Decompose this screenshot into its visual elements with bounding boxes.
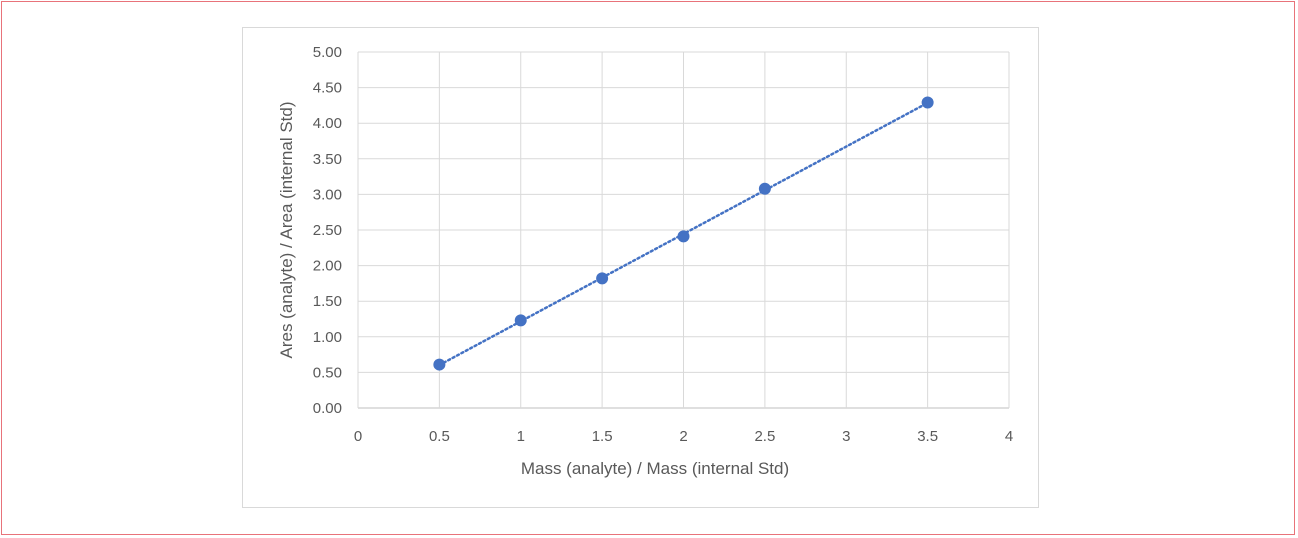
x-axis-title: Mass (analyte) / Mass (internal Std) xyxy=(521,459,789,478)
data-point xyxy=(921,96,934,109)
x-tick-label: 2.5 xyxy=(754,428,775,445)
tick-labels: 0.000.501.001.502.002.503.003.504.004.50… xyxy=(313,44,1013,445)
y-tick-label: 1.00 xyxy=(313,329,342,346)
y-tick-label: 3.50 xyxy=(313,151,342,168)
data-point xyxy=(596,272,609,285)
x-tick-label: 3.5 xyxy=(917,428,938,445)
x-tick-label: 1 xyxy=(517,428,525,445)
data-points xyxy=(433,96,934,371)
chart-area xyxy=(242,27,1039,508)
x-tick-label: 0 xyxy=(354,428,362,445)
y-tick-label: 2.00 xyxy=(313,258,342,275)
data-point xyxy=(514,314,527,327)
data-point xyxy=(433,358,446,371)
y-tick-label: 0.00 xyxy=(313,400,342,417)
y-tick-label: 2.50 xyxy=(313,222,342,239)
y-tick-label: 3.00 xyxy=(313,186,342,203)
x-tick-label: 2 xyxy=(679,428,687,445)
x-tick-label: 1.5 xyxy=(592,428,613,445)
y-tick-label: 5.00 xyxy=(313,44,342,61)
y-axis-title: Ares (analyte) / Area (internal Std) xyxy=(277,101,296,358)
y-tick-label: 4.00 xyxy=(313,115,342,132)
y-tick-label: 0.50 xyxy=(313,364,342,381)
x-tick-label: 3 xyxy=(842,428,850,445)
x-tick-label: 4 xyxy=(1005,428,1013,445)
y-tick-label: 4.50 xyxy=(313,80,342,97)
data-point xyxy=(677,230,690,243)
data-point xyxy=(758,182,771,195)
gridlines xyxy=(357,51,1010,409)
y-tick-label: 1.50 xyxy=(313,293,342,310)
x-tick-label: 0.5 xyxy=(429,428,450,445)
